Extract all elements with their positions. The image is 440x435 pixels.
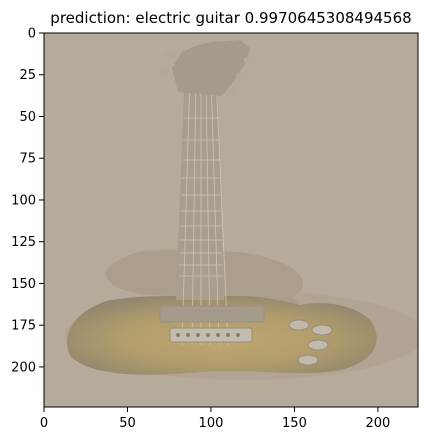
- bridge-pickup: [169, 327, 253, 343]
- guitar-headstock: [172, 40, 250, 96]
- x-axis: 0 50 100 150 200: [40, 407, 390, 431]
- y-tick-label: 100: [11, 193, 36, 208]
- y-tick-label: 75: [19, 152, 36, 167]
- neck-pickup: [159, 305, 265, 323]
- y-axis: 0 25 50 75 100 125 150 175 200: [11, 27, 44, 375]
- y-tick-label: 150: [11, 277, 36, 292]
- y-tick-label: 175: [11, 319, 36, 334]
- x-tick-label: 100: [199, 416, 224, 431]
- plot-title: prediction: electric guitar 0.9970645308…: [50, 9, 412, 27]
- y-tick-label: 125: [11, 235, 36, 250]
- tuning-pegs: [157, 36, 256, 96]
- x-tick-label: 200: [366, 416, 391, 431]
- y-tick-label: 200: [11, 360, 36, 375]
- axes-frame: [43, 32, 419, 408]
- strings: [181, 74, 229, 346]
- x-tick-label: 150: [282, 416, 307, 431]
- y-tick-label: 50: [19, 110, 36, 125]
- guitar-picture: [44, 33, 418, 407]
- x-tick-label: 50: [119, 416, 136, 431]
- y-tick-label: 25: [19, 68, 36, 83]
- x-tick-label: 0: [40, 416, 48, 431]
- y-tick-label: 0: [28, 27, 36, 42]
- control-knobs: [288, 319, 333, 366]
